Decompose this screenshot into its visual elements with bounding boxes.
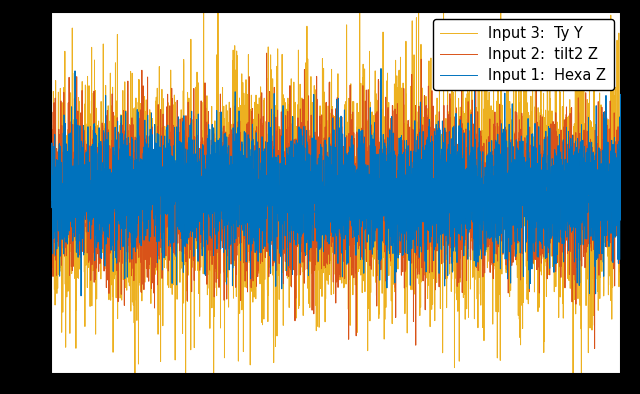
- Input 3:  Ty Y: (5e+03, -0.0769): Ty Y: (5e+03, -0.0769): [617, 199, 625, 204]
- Input 1:  Hexa Z: (3e+03, -0.534): Hexa Z: (3e+03, -0.534): [389, 251, 397, 256]
- Input 2:  tilt2 Z: (5e+03, 0.226): tilt2 Z: (5e+03, 0.226): [617, 165, 625, 170]
- Input 1:  Hexa Z: (262, -0.908): Hexa Z: (262, -0.908): [77, 294, 85, 298]
- Input 2:  tilt2 Z: (0, -0.148): tilt2 Z: (0, -0.148): [47, 208, 55, 212]
- Input 2:  tilt2 Z: (3.73e+03, -0.0458): tilt2 Z: (3.73e+03, -0.0458): [472, 196, 480, 201]
- Input 1:  Hexa Z: (3.73e+03, -0.565): Hexa Z: (3.73e+03, -0.565): [472, 255, 480, 259]
- Input 3:  Ty Y: (3.25e+03, -0.211): Ty Y: (3.25e+03, -0.211): [418, 215, 426, 219]
- Input 1:  Hexa Z: (1.91e+03, 0.625): Hexa Z: (1.91e+03, 0.625): [265, 120, 273, 125]
- Input 1:  Hexa Z: (3.25e+03, 0.296): Hexa Z: (3.25e+03, 0.296): [418, 157, 426, 162]
- Input 1:  Hexa Z: (2.9e+03, 1.1): Hexa Z: (2.9e+03, 1.1): [377, 66, 385, 71]
- Input 2:  tilt2 Z: (4.11e+03, 0.189): tilt2 Z: (4.11e+03, 0.189): [516, 169, 524, 174]
- Input 3:  Ty Y: (3.22e+03, 1.71): Ty Y: (3.22e+03, 1.71): [415, 0, 422, 1]
- Input 1:  Hexa Z: (909, 0.606): Hexa Z: (909, 0.606): [151, 122, 159, 127]
- Input 3:  Ty Y: (908, -0.272): Ty Y: (908, -0.272): [151, 221, 159, 226]
- Input 1:  Hexa Z: (0, 0.139): Hexa Z: (0, 0.139): [47, 175, 55, 180]
- Input 2:  tilt2 Z: (3e+03, 0.727): tilt2 Z: (3e+03, 0.727): [389, 108, 397, 113]
- Input 3:  Ty Y: (3e+03, -0.615): Ty Y: (3e+03, -0.615): [389, 260, 397, 265]
- Line: Input 1:  Hexa Z: Input 1: Hexa Z: [51, 69, 621, 296]
- Input 3:  Ty Y: (1.91e+03, -0.657): Ty Y: (1.91e+03, -0.657): [265, 265, 273, 270]
- Input 2:  tilt2 Z: (908, 0.585): tilt2 Z: (908, 0.585): [151, 125, 159, 129]
- Input 3:  Ty Y: (0, -0.339): Ty Y: (0, -0.339): [47, 229, 55, 234]
- Input 2:  tilt2 Z: (1.91e+03, 0.469): tilt2 Z: (1.91e+03, 0.469): [265, 138, 273, 142]
- Input 1:  Hexa Z: (4.11e+03, 0.436): Hexa Z: (4.11e+03, 0.436): [516, 141, 524, 146]
- Legend: Input 3:  Ty Y, Input 2:  tilt2 Z, Input 1:  Hexa Z: Input 3: Ty Y, Input 2: tilt2 Z, Input 1…: [433, 19, 614, 90]
- Input 1:  Hexa Z: (5e+03, -0.237): Hexa Z: (5e+03, -0.237): [617, 217, 625, 222]
- Input 3:  Ty Y: (1.18e+03, -1.69): Ty Y: (1.18e+03, -1.69): [182, 382, 189, 387]
- Input 2:  tilt2 Z: (3.25e+03, -0.658): tilt2 Z: (3.25e+03, -0.658): [418, 265, 426, 270]
- Input 2:  tilt2 Z: (1.89e+03, 1.24): tilt2 Z: (1.89e+03, 1.24): [263, 51, 271, 56]
- Input 2:  tilt2 Z: (4.77e+03, -1.37): tilt2 Z: (4.77e+03, -1.37): [591, 346, 598, 351]
- Input 3:  Ty Y: (3.73e+03, 0.756): Ty Y: (3.73e+03, 0.756): [472, 105, 480, 110]
- Input 3:  Ty Y: (4.11e+03, -0.118): Ty Y: (4.11e+03, -0.118): [516, 204, 524, 209]
- Line: Input 3:  Ty Y: Input 3: Ty Y: [51, 0, 621, 384]
- Line: Input 2:  tilt2 Z: Input 2: tilt2 Z: [51, 53, 621, 349]
